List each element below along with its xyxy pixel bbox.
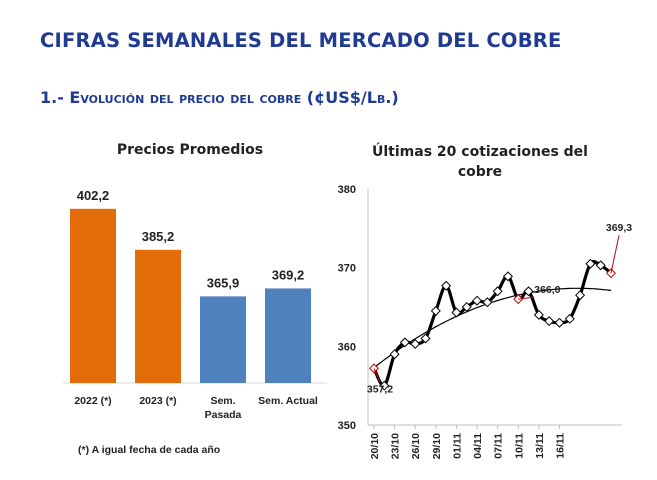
trend-line (373, 287, 612, 369)
y-tick-label: 370 (338, 263, 356, 275)
data-point (399, 337, 410, 348)
bar-category-label: Sem. Actual (258, 395, 318, 407)
x-tick-label: 07/11 (493, 433, 505, 459)
bar (135, 249, 181, 383)
y-tick-label: 360 (338, 341, 356, 353)
x-tick-label: 20/10 (369, 433, 381, 459)
annotation-leader (373, 368, 381, 383)
data-point (575, 290, 586, 301)
bar-value-label: 365,9 (207, 275, 240, 290)
x-tick-label: 16/11 (554, 433, 566, 459)
footnote: (*) A igual fecha de cada año (78, 444, 221, 456)
bar (70, 208, 116, 383)
data-point (410, 338, 421, 349)
x-tick-label: 23/10 (390, 433, 402, 459)
x-tick-label: 10/11 (513, 433, 525, 459)
x-tick-label: 01/11 (451, 433, 463, 459)
data-point (389, 349, 400, 360)
price-line (372, 260, 613, 388)
annotation-label: 369,3 (606, 222, 632, 234)
data-point (523, 286, 534, 297)
data-point (533, 309, 544, 320)
bar-category-label: Sem. (210, 395, 235, 407)
bar-category-label: 2023 (*) (139, 395, 176, 407)
bar (265, 288, 311, 383)
x-tick-label: 26/10 (410, 433, 422, 459)
annotation-label: 357,2 (367, 383, 393, 395)
annotation-leader (610, 235, 620, 274)
line-chart-title: Últimas 20 cotizaciones del cobre (372, 144, 588, 180)
data-point (420, 333, 431, 344)
page-title: CIFRAS SEMANALES DEL MERCADO DEL COBRE (40, 29, 562, 52)
y-tick-label: 350 (338, 420, 356, 432)
data-point (472, 295, 483, 306)
bar-category-label: 2022 (*) (74, 395, 111, 407)
data-point (492, 286, 503, 297)
data-point (451, 307, 462, 318)
data-point (564, 313, 575, 324)
data-point (595, 260, 606, 271)
bar-value-label: 369,2 (272, 267, 305, 282)
annotation-leader (518, 296, 535, 300)
data-point (554, 317, 565, 328)
data-point (461, 301, 472, 313)
x-tick-label: 29/10 (431, 433, 443, 459)
bar-value-label: 385,2 (142, 229, 175, 244)
section-subtitle: 1.- Evolución del precio del cobre (¢US$… (40, 88, 399, 107)
data-point (482, 297, 493, 308)
bar-chart-title: Precios Promedios (116, 142, 264, 158)
data-point (430, 305, 441, 316)
annotation-label: 366,0 (534, 284, 560, 296)
data-point (502, 271, 513, 282)
data-point (441, 280, 452, 291)
x-tick-label: 13/11 (534, 433, 546, 459)
bar (200, 296, 246, 383)
y-tick-label: 380 (338, 184, 356, 196)
x-tick-label: 04/11 (472, 433, 484, 459)
bar-category-label: Pasada (205, 409, 242, 421)
data-point (379, 380, 390, 391)
data-point (544, 316, 555, 327)
data-point (585, 258, 596, 269)
bar-value-label: 402,2 (77, 188, 110, 203)
